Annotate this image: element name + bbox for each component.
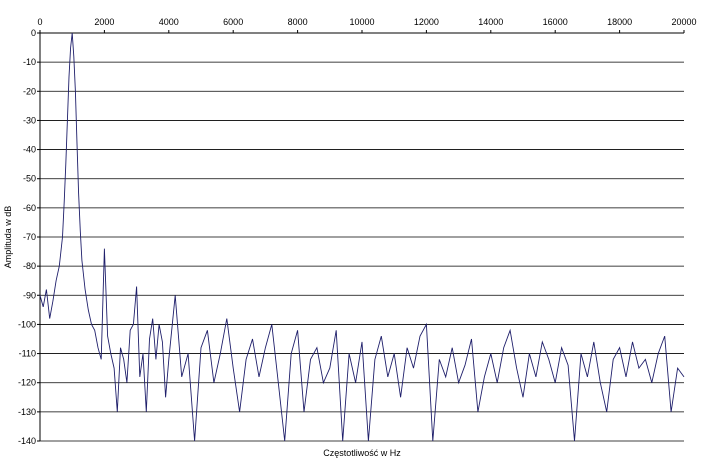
y-tick-label: -70 [23,232,36,242]
y-tick-label: -10 [23,57,36,67]
x-tick-label: 12000 [414,17,439,27]
y-tick-label: -140 [18,436,36,446]
x-tick-label: 16000 [543,17,568,27]
y-tick-label: -120 [18,378,36,388]
y-axis-tick-labels: 0 -10 -20 -30 -40 -50 -60 -70 -80 -90 -100 -110 -120… [18,28,36,446]
x-axis-tick-labels: 0 2000 4000 6000 8000 10000 12000 14000 16000 180… [37,17,697,33]
x-tick-label: 18000 [607,17,632,27]
x-axis-title: Częstotliwość w Hz [323,448,401,458]
x-tick-label: 4000 [159,17,179,27]
x-tick-label: 0 [37,17,42,27]
x-tick-label: 10000 [349,17,374,27]
x-tick-label: 20000 [671,17,696,27]
amplitude-series-line [39,32,685,442]
x-tick-label: 2000 [94,17,114,27]
y-tick-label: -130 [18,407,36,417]
x-tick-label: 8000 [288,17,308,27]
y-tick-label: -90 [23,290,36,300]
y-tick-label: -100 [18,319,36,329]
x-tick-label: 14000 [478,17,503,27]
y-tick-label: -30 [23,115,36,125]
y-tick-label: -40 [23,145,36,155]
y-tick-label: -110 [19,349,36,359]
y-tick-label: -60 [23,203,36,213]
y-tick-label: -20 [23,86,36,96]
y-tick-label: -50 [23,174,36,184]
y-tick-label: 0 [31,28,36,38]
y-axis-title: Amplituda w dB [3,206,13,269]
y-tick-label: -80 [23,261,36,271]
x-tick-label: 6000 [223,17,243,27]
horizontal-gridlines [37,32,684,442]
